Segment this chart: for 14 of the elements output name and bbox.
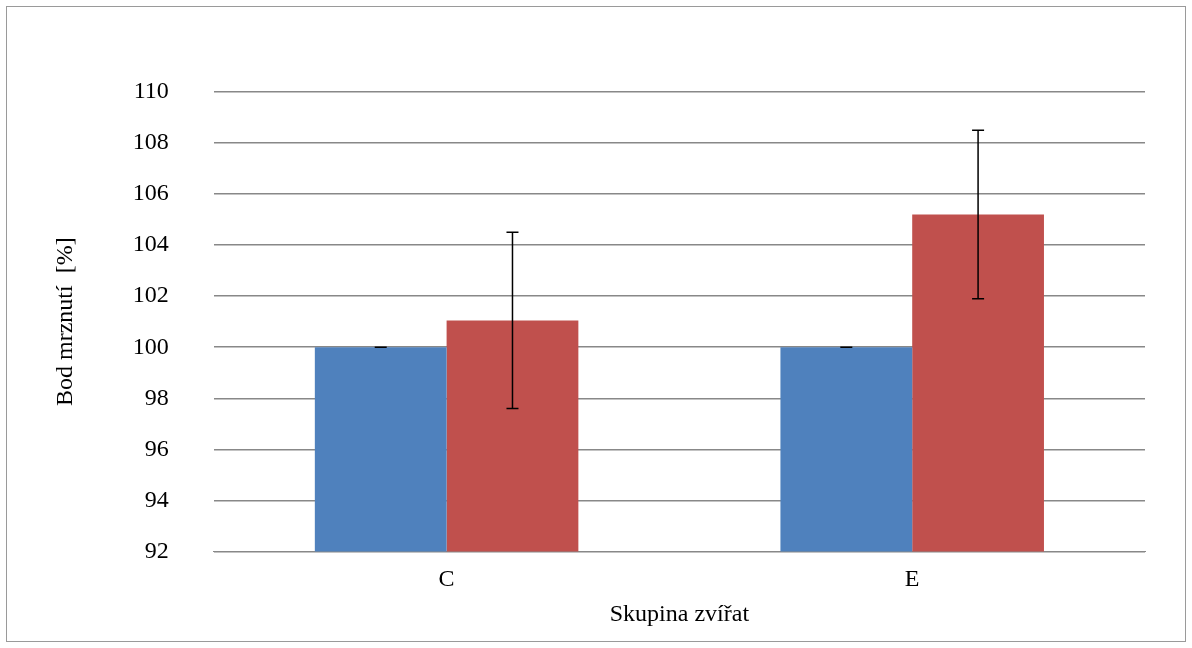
y-tick-label: 92 [144,536,169,563]
y-tick-label: 104 [132,230,169,257]
y-tick-label: 98 [144,383,169,410]
y-tick-label: 100 [132,332,169,359]
x-axis-title: Skupina zvířat [609,599,750,626]
y-tick-label: 106 [132,179,169,206]
y-tick-label: 96 [144,434,169,461]
x-tick-label: C [438,565,455,592]
y-tick-label: 110 [133,77,169,104]
y-axis-title: Bod mrznutí [%] [50,237,77,407]
x-tick-label: E [904,565,920,592]
y-tick-label: 108 [132,128,169,155]
y-tick-label: 102 [132,281,169,308]
y-tick-label: 94 [144,485,169,512]
